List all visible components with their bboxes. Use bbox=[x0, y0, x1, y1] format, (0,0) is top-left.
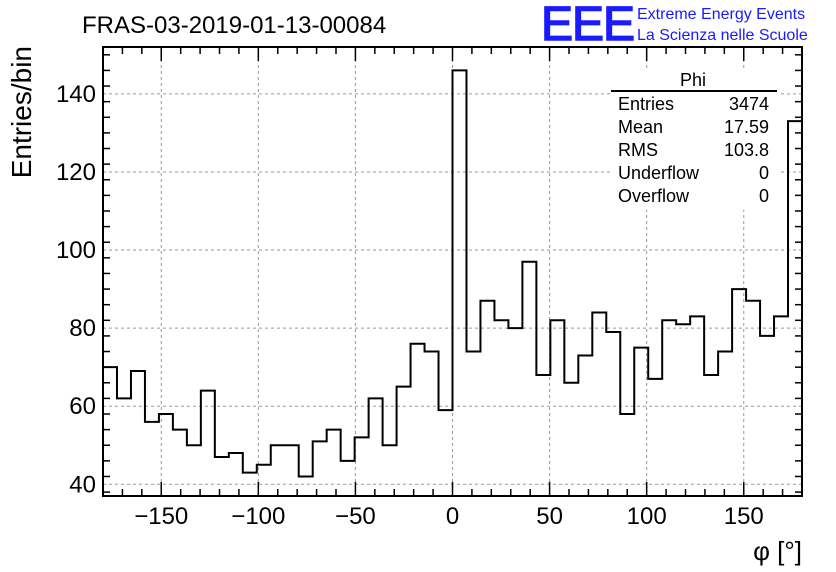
stats-row-value: 17.59 bbox=[724, 117, 769, 137]
stats-row-value: 3474 bbox=[729, 94, 769, 114]
y-tick-label: 120 bbox=[56, 159, 96, 186]
x-tick-label: −100 bbox=[231, 503, 285, 530]
x-tick-label: 0 bbox=[446, 503, 459, 530]
eee-logo-line2: La Scienza nelle Scuole bbox=[637, 27, 808, 44]
eee-logo-line1: Extreme Energy Events bbox=[637, 6, 805, 23]
x-tick-label: −150 bbox=[134, 503, 188, 530]
y-tick-label: 40 bbox=[69, 471, 96, 498]
y-tick-label: 60 bbox=[69, 393, 96, 420]
histogram-bins bbox=[103, 69, 802, 478]
y-tick-label: 140 bbox=[56, 81, 96, 108]
stats-row-label: Mean bbox=[618, 117, 663, 137]
x-tick-labels: −150 −100 −50 0 50 100 150 bbox=[134, 503, 764, 530]
x-tick-label: 50 bbox=[536, 503, 563, 530]
stats-row-label: Entries bbox=[618, 94, 674, 114]
stats-row-label: Overflow bbox=[618, 186, 690, 206]
stats-row-label: Underflow bbox=[618, 163, 700, 183]
stats-row-value: 103.8 bbox=[724, 140, 769, 160]
axis-ticks bbox=[102, 47, 803, 496]
stats-row-label: RMS bbox=[618, 140, 658, 160]
histogram-outline bbox=[103, 69, 802, 478]
x-axis-label: φ [°] bbox=[753, 536, 802, 566]
x-tick-label: −50 bbox=[335, 503, 376, 530]
y-axis-label: Entries/bin bbox=[6, 46, 37, 178]
x-tick-label: 150 bbox=[724, 503, 764, 530]
y-tick-labels: 40 60 80 100 120 140 bbox=[56, 81, 96, 498]
eee-logo-mark: EEE bbox=[541, 0, 634, 51]
stats-box: Phi Entries 3474 Mean 17.59 RMS 103.8 Underflo… bbox=[610, 68, 778, 210]
x-tick-label: 100 bbox=[627, 503, 667, 530]
y-tick-label: 100 bbox=[56, 237, 96, 264]
chart-title: FRAS-03-2019-01-13-00084 bbox=[82, 12, 386, 39]
stats-row-value: 0 bbox=[759, 186, 769, 206]
stats-box-title: Phi bbox=[680, 70, 706, 90]
y-tick-label: 80 bbox=[69, 315, 96, 342]
eee-logo: EEE Extreme Energy Events La Scienza nel… bbox=[540, 0, 808, 52]
stats-row-value: 0 bbox=[759, 163, 769, 183]
plot-frame bbox=[102, 46, 803, 497]
